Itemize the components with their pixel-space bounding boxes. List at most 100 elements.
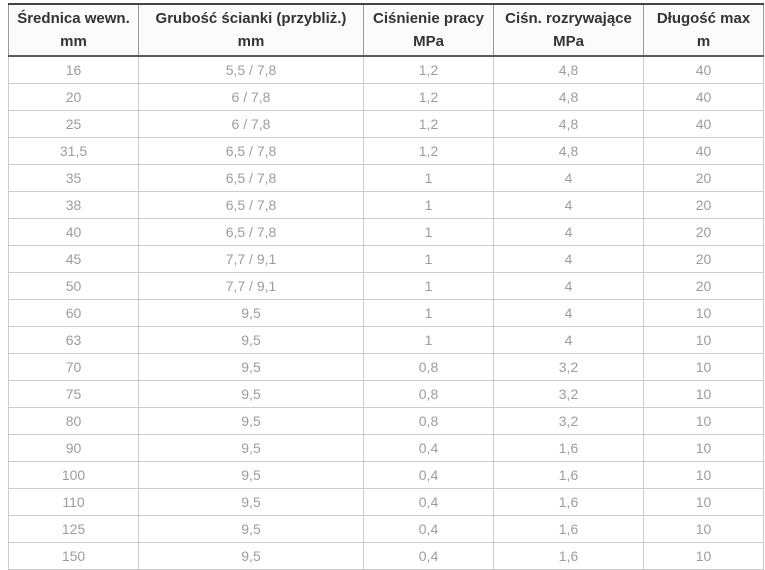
table-row: 31,5 6,5 / 7,8 1,2 4,8 40 [8, 137, 764, 165]
table-cell: 1,6 [493, 434, 644, 462]
table-cell: 38 [8, 191, 139, 219]
table-body: 16 5,5 / 7,8 1,2 4,8 40 20 6 / 7,8 1,2 4,8 40 25 6 … [8, 55, 764, 570]
table-cell: 20 [643, 164, 764, 192]
table-cell: 0,8 [363, 407, 494, 435]
table-cell: 50 [8, 272, 139, 300]
table-cell: 45 [8, 245, 139, 273]
table-cell: 1,6 [493, 461, 644, 489]
table-cell: 110 [8, 488, 139, 516]
table-row: 110 9,5 0,4 1,6 10 [8, 488, 764, 516]
table-cell: 1,2 [363, 83, 494, 111]
table-row: 75 9,5 0,8 3,2 10 [8, 380, 764, 408]
table-row: 16 5,5 / 7,8 1,2 4,8 40 [8, 55, 764, 84]
table-cell: 31,5 [8, 137, 139, 165]
table-header: Średnica wewn. mm Grubość ścianki (przybli… [8, 3, 764, 57]
table-cell: 0,4 [363, 434, 494, 462]
column-header: Ciśnienie pracy MPa [363, 3, 494, 57]
table-cell: 4 [493, 272, 644, 300]
table-cell: 9,5 [138, 380, 364, 408]
table-cell: 40 [643, 55, 764, 84]
table-cell: 1 [363, 164, 494, 192]
table-cell: 10 [643, 434, 764, 462]
table-cell: 10 [643, 488, 764, 516]
table-cell: 70 [8, 353, 139, 381]
table-cell: 9,5 [138, 461, 364, 489]
column-header: Długość max m [643, 3, 764, 57]
table-cell: 80 [8, 407, 139, 435]
table-cell: 4 [493, 191, 644, 219]
table-cell: 9,5 [138, 515, 364, 543]
table-cell: 20 [643, 245, 764, 273]
column-header-unit: m [696, 33, 711, 50]
table-row: 45 7,7 / 9,1 1 4 20 [8, 245, 764, 273]
table-cell: 10 [643, 326, 764, 354]
table-cell: 1,6 [493, 515, 644, 543]
table-row: 63 9,5 1 4 10 [8, 326, 764, 354]
table-cell: 16 [8, 55, 139, 84]
table-cell: 4 [493, 326, 644, 354]
table-cell: 6 / 7,8 [138, 110, 364, 138]
table-cell: 5,5 / 7,8 [138, 55, 364, 84]
table-cell: 4 [493, 218, 644, 246]
table-cell: 6,5 / 7,8 [138, 164, 364, 192]
table-cell: 6,5 / 7,8 [138, 191, 364, 219]
table-row: 40 6,5 / 7,8 1 4 20 [8, 218, 764, 246]
table-cell: 3,2 [493, 380, 644, 408]
column-header: Średnica wewn. mm [8, 3, 139, 57]
table-cell: 90 [8, 434, 139, 462]
table-cell: 9,5 [138, 353, 364, 381]
table-cell: 40 [8, 218, 139, 246]
table-cell: 10 [643, 461, 764, 489]
table-cell: 40 [643, 110, 764, 138]
table-cell: 35 [8, 164, 139, 192]
table-cell: 1,6 [493, 488, 644, 516]
table-row: 70 9,5 0,8 3,2 10 [8, 353, 764, 381]
table-cell: 25 [8, 110, 139, 138]
table-row: 20 6 / 7,8 1,2 4,8 40 [8, 83, 764, 111]
table-cell: 125 [8, 515, 139, 543]
table-cell: 0,4 [363, 488, 494, 516]
table-cell: 9,5 [138, 326, 364, 354]
table-cell: 9,5 [138, 488, 364, 516]
table-cell: 0,4 [363, 461, 494, 489]
table-cell: 63 [8, 326, 139, 354]
column-header-unit: mm [60, 33, 87, 50]
column-header-unit: MPa [413, 33, 444, 50]
table-row: 150 9,5 0,4 1,6 10 [8, 542, 764, 570]
table-cell: 1 [363, 218, 494, 246]
column-header: Ciśn. rozrywające MPa [493, 3, 644, 57]
table-cell: 0,8 [363, 353, 494, 381]
table-cell: 20 [8, 83, 139, 111]
table-cell: 1 [363, 191, 494, 219]
table-row: 50 7,7 / 9,1 1 4 20 [8, 272, 764, 300]
table-cell: 1,2 [363, 137, 494, 165]
table-cell: 40 [643, 137, 764, 165]
column-header: Grubość ścianki (przybliż.) mm [138, 3, 364, 57]
table-cell: 100 [8, 461, 139, 489]
table-row: 100 9,5 0,4 1,6 10 [8, 461, 764, 489]
table-cell: 10 [643, 353, 764, 381]
table-cell: 20 [643, 191, 764, 219]
table-cell: 4 [493, 245, 644, 273]
table-row: 38 6,5 / 7,8 1 4 20 [8, 191, 764, 219]
table-cell: 1 [363, 326, 494, 354]
table-cell: 4,8 [493, 83, 644, 111]
table-cell: 40 [643, 83, 764, 111]
table-row: 35 6,5 / 7,8 1 4 20 [8, 164, 764, 192]
table-cell: 20 [643, 218, 764, 246]
table-cell: 1 [363, 299, 494, 327]
table-row: 25 6 / 7,8 1,2 4,8 40 [8, 110, 764, 138]
table-cell: 4,8 [493, 137, 644, 165]
table-cell: 4,8 [493, 55, 644, 84]
table-cell: 75 [8, 380, 139, 408]
table-cell: 4,8 [493, 110, 644, 138]
table-row: 90 9,5 0,4 1,6 10 [8, 434, 764, 462]
table-cell: 3,2 [493, 353, 644, 381]
table-cell: 6,5 / 7,8 [138, 137, 364, 165]
table-cell: 150 [8, 542, 139, 570]
header-row: Średnica wewn. mm Grubość ścianki (przybli… [8, 3, 764, 57]
table-cell: 4 [493, 299, 644, 327]
hose-spec-table: Średnica wewn. mm Grubość ścianki (przybli… [8, 3, 764, 570]
table-cell: 1,6 [493, 542, 644, 570]
